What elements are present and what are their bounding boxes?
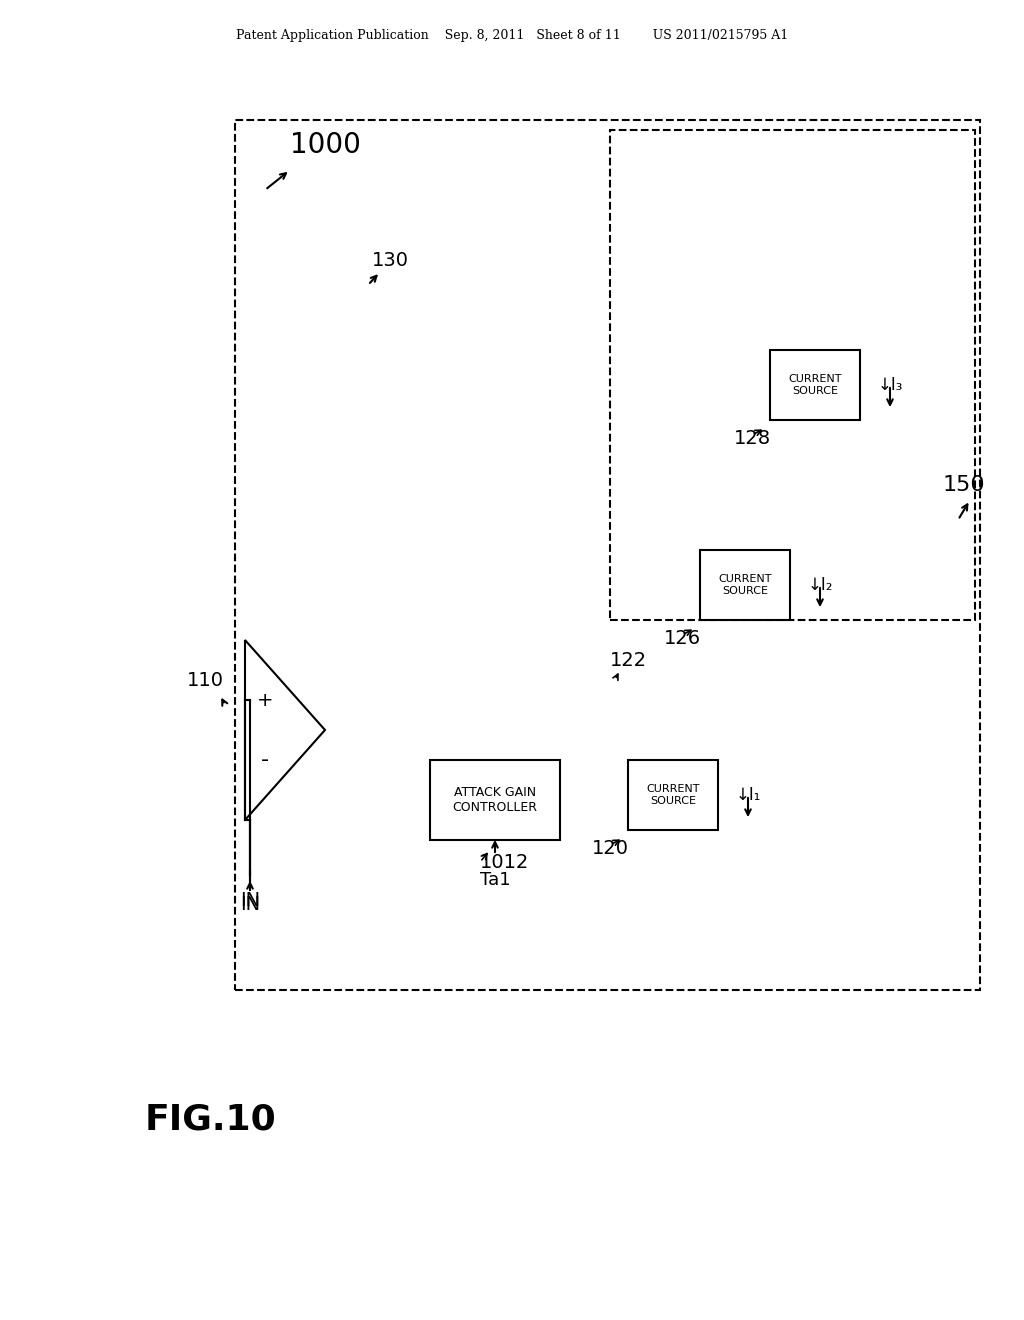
Text: ↓I₃: ↓I₃ bbox=[878, 376, 903, 393]
Bar bbox=[610, 129, 975, 620]
Text: ATTACK GAIN
CONTROLLER: ATTACK GAIN CONTROLLER bbox=[453, 785, 538, 814]
Text: 128: 128 bbox=[733, 429, 771, 447]
Bar bbox=[628, 760, 718, 830]
Bar bbox=[234, 120, 980, 990]
Text: 120: 120 bbox=[592, 838, 629, 858]
Text: 122: 122 bbox=[609, 651, 646, 669]
Text: IN: IN bbox=[240, 895, 260, 913]
Text: Ta1: Ta1 bbox=[479, 871, 510, 888]
Text: IN: IN bbox=[240, 891, 260, 909]
Text: CURRENT
SOURCE: CURRENT SOURCE bbox=[646, 784, 699, 805]
Text: CURRENT
SOURCE: CURRENT SOURCE bbox=[718, 574, 772, 595]
Text: ↓I₂: ↓I₂ bbox=[807, 576, 833, 594]
Text: 1000: 1000 bbox=[290, 131, 360, 158]
Bar bbox=[770, 350, 860, 420]
Text: -: - bbox=[261, 750, 269, 770]
Text: +: + bbox=[257, 690, 273, 710]
Text: CURRENT
SOURCE: CURRENT SOURCE bbox=[788, 374, 842, 396]
Bar bbox=[700, 550, 790, 620]
Text: 150: 150 bbox=[942, 475, 985, 495]
Text: 110: 110 bbox=[186, 671, 223, 689]
Text: 126: 126 bbox=[664, 628, 700, 648]
Text: FIG.10: FIG.10 bbox=[145, 1104, 276, 1137]
Text: 1012: 1012 bbox=[480, 853, 529, 871]
Text: 130: 130 bbox=[372, 251, 409, 269]
Text: ↓I₁: ↓I₁ bbox=[735, 785, 761, 804]
Text: Patent Application Publication    Sep. 8, 2011   Sheet 8 of 11        US 2011/02: Patent Application Publication Sep. 8, 2… bbox=[236, 29, 788, 41]
Bar bbox=[430, 760, 560, 840]
